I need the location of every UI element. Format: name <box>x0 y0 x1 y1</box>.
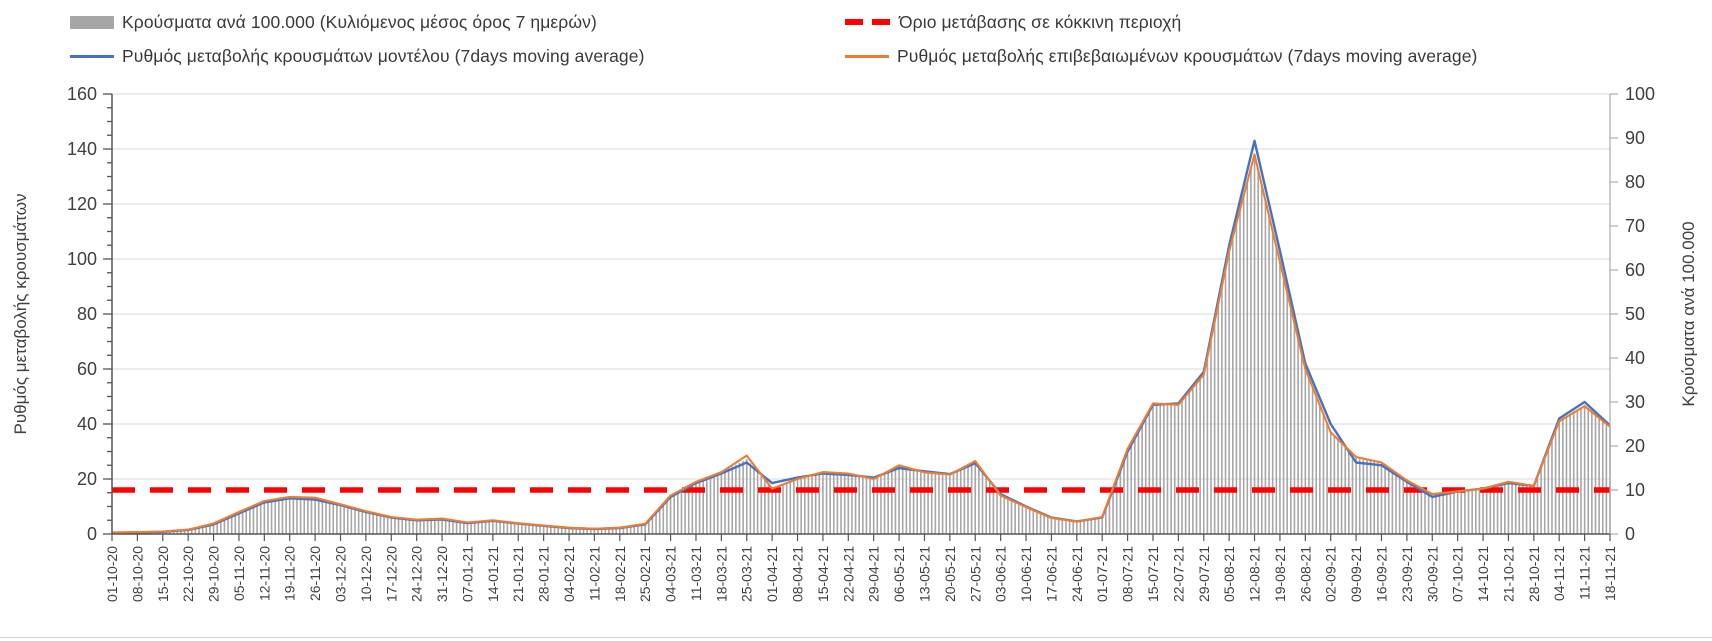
orange-line-swatch <box>845 54 889 58</box>
y-left-tick-label: 120 <box>67 194 97 214</box>
x-tick-label: 22-07-21 <box>1170 546 1186 602</box>
x-tick-label: 17-12-20 <box>383 546 399 602</box>
x-tick-label: 18-03-21 <box>713 546 729 602</box>
x-tick-label: 12-08-21 <box>1247 546 1263 602</box>
x-tick-label: 01-07-21 <box>1094 546 1110 602</box>
y-right-tick-label: 50 <box>1625 304 1645 324</box>
x-tick-label: 03-12-20 <box>333 546 349 602</box>
x-tick-label: 21-01-21 <box>510 546 526 602</box>
confirmed-rate-line <box>111 153 1611 534</box>
x-tick-label: 17-06-21 <box>1043 546 1059 602</box>
x-tick-label: 25-02-21 <box>637 546 653 602</box>
x-tick-label: 28-01-21 <box>536 546 552 602</box>
x-tick-label: 04-03-21 <box>663 546 679 602</box>
legend-label: Όριο μετάβασης σε κόκκινη περιοχή <box>899 11 1182 32</box>
x-tick-label: 29-07-21 <box>1196 546 1212 602</box>
x-tick-label: 13-05-21 <box>916 546 932 602</box>
x-tick-label: 08-07-21 <box>1120 546 1136 602</box>
window-bottom-divider <box>0 637 1712 638</box>
x-tick-label: 03-06-21 <box>993 546 1009 602</box>
x-tick-label: 01-04-21 <box>764 546 780 602</box>
x-tick-label: 29-10-20 <box>206 546 222 602</box>
x-tick-label: 24-12-20 <box>409 546 425 602</box>
x-tick-label: 15-10-20 <box>155 546 171 602</box>
y-left-tick-label: 140 <box>67 139 97 159</box>
blue-line-swatch <box>70 54 114 58</box>
y-left-tick-label: 60 <box>77 359 97 379</box>
y-right-tick-label: 80 <box>1625 172 1645 192</box>
x-tick-label: 08-10-20 <box>129 546 145 602</box>
x-tick-label: 05-08-21 <box>1221 546 1237 602</box>
x-tick-label: 01-10-20 <box>104 546 120 602</box>
x-tick-label: 30-09-21 <box>1424 546 1440 602</box>
x-tick-label: 05-11-20 <box>231 546 247 601</box>
x-tick-label: 28-10-21 <box>1526 546 1542 602</box>
legend-item-model-rate: Ρυθμός μεταβολής κρουσμάτων μοντέλου (7d… <box>70 45 645 67</box>
legend-label: Κρούσματα ανά 100.000 (Κυλιόμενος μέσος … <box>122 11 597 32</box>
x-tick-label: 29-04-21 <box>866 546 882 602</box>
x-tick-label: 11-02-21 <box>586 546 602 601</box>
x-tick-label: 15-07-21 <box>1145 546 1161 602</box>
x-tick-label: 14-01-21 <box>485 546 501 602</box>
y-left-tick-label: 0 <box>87 524 97 544</box>
x-tick-label: 04-11-21 <box>1551 546 1567 601</box>
y-left-tick-label: 160 <box>67 84 97 104</box>
y-left-tick-label: 20 <box>77 469 97 489</box>
x-tick-label: 07-01-21 <box>459 546 475 602</box>
x-tick-label: 16-09-21 <box>1373 546 1389 602</box>
x-tick-label: 08-04-21 <box>790 546 806 602</box>
y-right-tick-label: 60 <box>1625 260 1645 280</box>
y-right-tick-label: 20 <box>1625 436 1645 456</box>
legend-item-red-threshold: Όριο μετάβασης σε κόκκινη περιοχή <box>845 11 1181 33</box>
x-tick-label: 12-11-20 <box>256 546 272 601</box>
x-tick-label: 18-02-21 <box>612 546 628 602</box>
x-tick-label: 31-12-20 <box>434 546 450 602</box>
y-right-tick-label: 100 <box>1625 84 1655 104</box>
y-right-tick-label: 30 <box>1625 392 1645 412</box>
x-tick-label: 22-10-20 <box>180 546 196 602</box>
y-left-axis-title: Ρυθμός μεταβολής κρουσμάτων <box>11 194 30 435</box>
y-left-tick-label: 80 <box>77 304 97 324</box>
x-tick-label: 26-08-21 <box>1297 546 1313 602</box>
x-tick-label: 24-06-21 <box>1069 546 1085 602</box>
legend-label: Ρυθμός μεταβολής κρουσμάτων μοντέλου (7d… <box>122 45 645 66</box>
x-tick-label: 04-02-21 <box>561 546 577 602</box>
x-tick-label: 19-08-21 <box>1272 546 1288 602</box>
x-tick-label: 19-11-20 <box>282 546 298 601</box>
y-left-tick-label: 100 <box>67 249 97 269</box>
legend-item-confirmed-rate: Ρυθμός μεταβολής επιβεβαιωμένων κρουσμάτ… <box>845 45 1477 67</box>
y-right-tick-label: 0 <box>1625 524 1635 544</box>
x-tick-label: 09-09-21 <box>1348 546 1364 602</box>
red-dashed-swatch <box>845 19 891 25</box>
x-tick-label: 07-10-21 <box>1450 546 1466 602</box>
y-left-tick-label: 40 <box>77 414 97 434</box>
y-right-axis-title: Κρούσματα ανά 100.000 <box>1679 221 1698 406</box>
x-tick-label: 06-05-21 <box>891 546 907 602</box>
x-tick-label: 23-09-21 <box>1399 546 1415 602</box>
x-tick-label: 20-05-21 <box>942 546 958 602</box>
y-right-tick-label: 10 <box>1625 480 1645 500</box>
y-right-tick-label: 90 <box>1625 128 1645 148</box>
legend-item-cases-per-100k: Κρούσματα ανά 100.000 (Κυλιόμενος μέσος … <box>70 11 597 33</box>
x-tick-label: 26-11-20 <box>307 546 323 601</box>
x-tick-label: 18-11-21 <box>1602 546 1618 601</box>
legend-label: Ρυθμός μεταβολής επιβεβαιωμένων κρουσμάτ… <box>897 45 1478 66</box>
x-tick-label: 25-03-21 <box>739 546 755 602</box>
x-tick-label: 11-11-21 <box>1577 546 1593 600</box>
x-tick-label: 22-04-21 <box>840 546 856 602</box>
x-tick-label: 27-05-21 <box>967 546 983 602</box>
x-tick-label: 14-10-21 <box>1475 546 1491 602</box>
x-tick-label: 02-09-21 <box>1323 546 1339 602</box>
y-right-tick-label: 40 <box>1625 348 1645 368</box>
x-tick-label: 10-12-20 <box>358 546 374 602</box>
x-tick-label: 10-06-21 <box>1018 546 1034 602</box>
x-tick-label: 15-04-21 <box>815 546 831 602</box>
gray-bar-swatch <box>70 15 114 29</box>
y-right-tick-label: 70 <box>1625 216 1645 236</box>
x-tick-label: 21-10-21 <box>1500 546 1516 602</box>
x-tick-label: 11-03-21 <box>688 546 704 601</box>
